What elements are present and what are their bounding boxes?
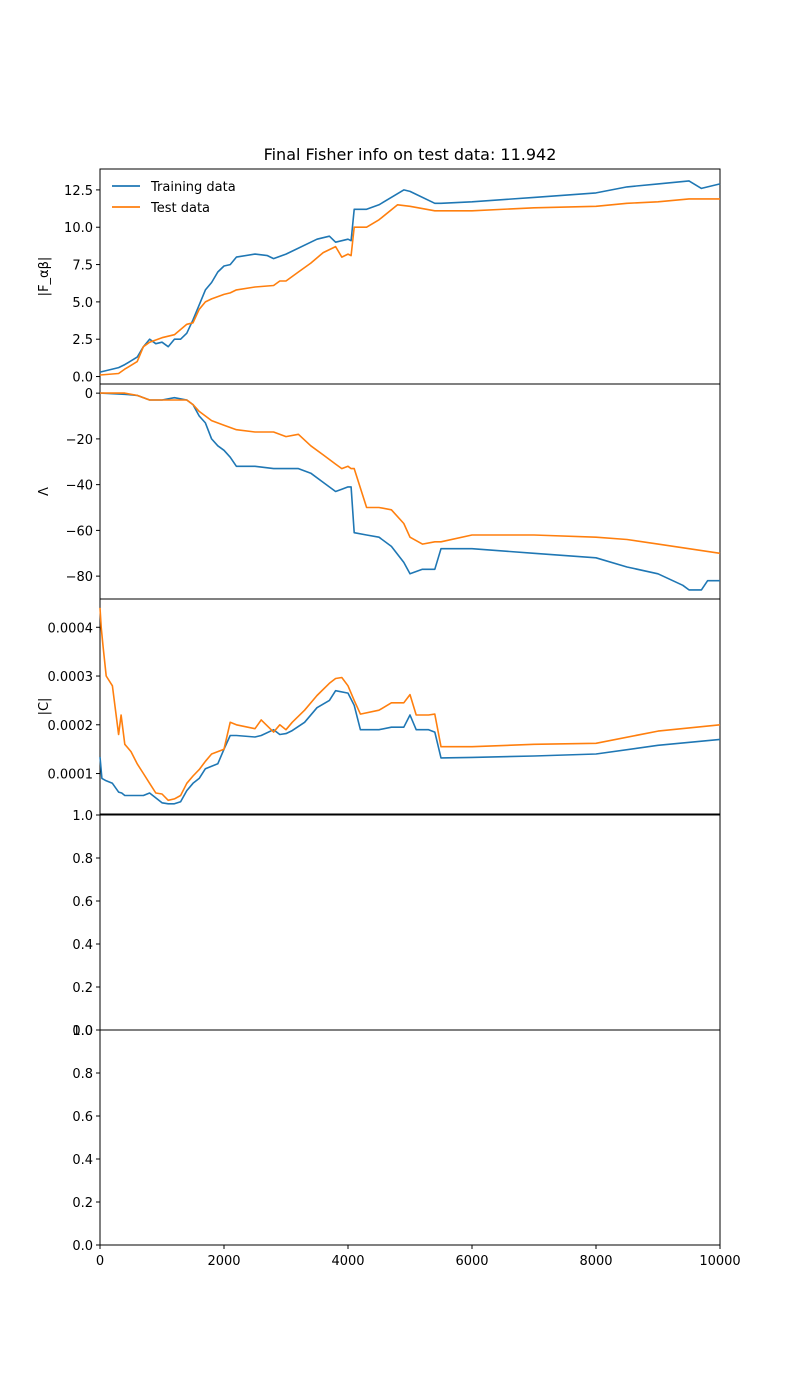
y-tick-label: 0.6: [72, 1110, 93, 1125]
y-tick-label: 0.2: [72, 981, 93, 996]
y-tick-label: −20: [66, 433, 93, 448]
x-tick-label: 6000: [455, 1254, 488, 1269]
y-axis-label: |F_αβ|: [37, 257, 52, 297]
y-tick-label: 0.8: [72, 852, 93, 867]
y-tick-label: 7.5: [72, 259, 93, 274]
legend-label: Test data: [150, 201, 210, 216]
y-tick-label: 0.4: [72, 938, 93, 953]
y-tick-label: 0.0001: [48, 768, 94, 783]
panel-4: 0.0 0.2 0.4 0.6 0.8 1.0: [72, 809, 721, 1039]
x-tick-label: 2000: [207, 1254, 240, 1269]
series-line-training-data: [99, 180, 721, 373]
y-tick-label: 0.4: [72, 1153, 93, 1168]
x-tick-label: 8000: [579, 1254, 612, 1269]
y-tick-label: 0: [85, 387, 93, 402]
panel-frame: [99, 814, 721, 1031]
panel-5: 0.0 0.2 0.4 0.6 0.8 1.0 0 2000 4000 6000 8000 10000: [72, 1024, 740, 1269]
series-line-test-data: [100, 392, 721, 555]
x-tick-label: 4000: [331, 1254, 364, 1269]
y-tick-label: 10.0: [64, 221, 93, 236]
y-tick-label: 0.6: [72, 895, 93, 910]
panel-2: 0 −20 −40 −60 −80 Λ: [37, 383, 721, 600]
x-tick-label: 0: [96, 1254, 104, 1269]
series-line-training-data: [99, 689, 721, 805]
y-tick-label: 12.5: [64, 184, 93, 199]
y-tick-label: 0.0004: [48, 621, 94, 636]
y-tick-label: 0.2: [72, 1196, 93, 1211]
y-axis-label: |C|: [37, 698, 52, 716]
chart-title: Final Fisher info on test data: 11.942: [264, 145, 557, 164]
chart-panels: 0.0 2.5 5.0 7.5 10.0 12.5 |F_αβ| 0 −20 −40 −60 −80 Λ…: [37, 168, 741, 1269]
y-tick-label: −80: [66, 570, 93, 585]
legend: Training data Test data: [112, 180, 236, 216]
panel-frame: [99, 1029, 721, 1246]
y-tick-label: −40: [66, 479, 93, 494]
panel-frame: [99, 598, 721, 815]
y-tick-label: 2.5: [72, 333, 93, 348]
series-line-test-data: [99, 607, 721, 802]
panel-3: 0.0001 0.0002 0.0003 0.0004 |C|: [37, 598, 721, 815]
y-tick-label: 0.0: [72, 1024, 93, 1039]
y-tick-label: 0.0: [72, 1239, 93, 1254]
y-tick-label: 5.0: [72, 296, 93, 311]
series-line-test-data: [99, 198, 720, 376]
y-tick-label: 1.0: [72, 1024, 93, 1039]
x-tick-label: 10000: [699, 1254, 740, 1269]
y-tick-label: 0.8: [72, 1067, 93, 1082]
y-tick-label: 0.0002: [48, 719, 94, 734]
y-tick-label: 1.0: [72, 809, 93, 824]
y-tick-label: −60: [66, 524, 93, 539]
y-axis-label: Λ: [37, 487, 52, 496]
y-tick-label: 0.0003: [48, 670, 94, 685]
panel-1: 0.0 2.5 5.0 7.5 10.0 12.5 |F_αβ|: [37, 168, 721, 386]
series-line-training-data: [99, 392, 720, 591]
legend-label: Training data: [150, 180, 236, 195]
y-tick-label: 0.0: [72, 371, 93, 386]
